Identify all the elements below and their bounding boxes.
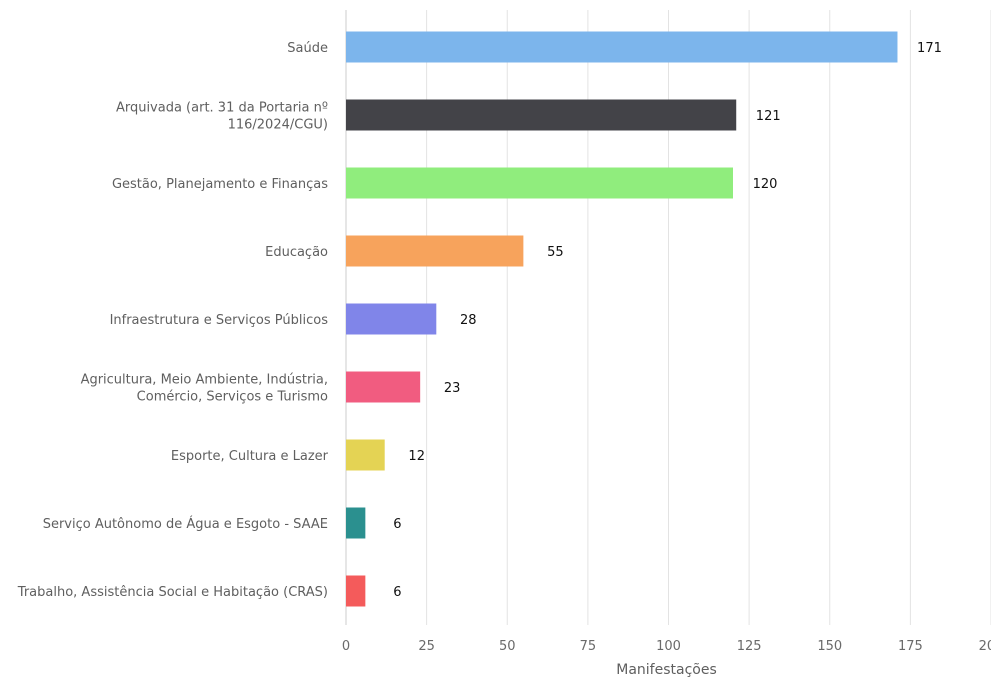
x-tick-label: 125 (737, 639, 762, 654)
category-label: Gestão, Planejamento e Finanças (112, 177, 328, 192)
data-label: 120 (753, 177, 778, 192)
bar[interactable] (346, 575, 366, 607)
bar[interactable] (346, 99, 737, 131)
category-label-line: Saúde (287, 41, 328, 56)
data-label: 55 (547, 245, 564, 260)
x-tick-label: 100 (656, 639, 681, 654)
bars (346, 31, 898, 607)
data-label: 121 (756, 109, 781, 124)
data-label: 23 (444, 381, 461, 396)
bar[interactable] (346, 303, 437, 335)
category-label: Trabalho, Assistência Social e Habitação… (17, 585, 328, 600)
value-labels: 171 121 120 55 28 23 12 6 6 (393, 41, 942, 600)
category-label-line: Infraestrutura e Serviços Públicos (110, 313, 329, 328)
category-label-line: Comércio, Serviços e Turismo (137, 390, 328, 405)
data-label: 6 (393, 517, 401, 532)
category-label: Serviço Autônomo de Água e Esgoto - SAAE (43, 516, 328, 532)
category-label-line: 116/2024/CGU) (228, 118, 328, 133)
bar[interactable] (346, 507, 366, 539)
x-tick-label: 50 (499, 639, 516, 654)
category-labels: Saúde Arquivada (art. 31 da Portaria nº 11… (17, 41, 329, 600)
category-label-line: Agricultura, Meio Ambiente, Indústria, (81, 373, 328, 388)
data-label: 12 (408, 449, 425, 464)
category-label: Arquivada (art. 31 da Portaria nº 116/202… (116, 101, 328, 133)
bar[interactable] (346, 167, 733, 199)
category-label: Infraestrutura e Serviços Públicos (110, 313, 329, 328)
x-tick-label: 175 (898, 639, 923, 654)
bar[interactable] (346, 31, 898, 63)
data-label: 6 (393, 585, 401, 600)
x-tick-label: 200 (979, 639, 991, 654)
x-tick-label: 0 (342, 639, 350, 654)
category-label-line: Esporte, Cultura e Lazer (171, 449, 329, 464)
category-label: Saúde (287, 41, 328, 56)
category-label-line: Educação (265, 245, 328, 260)
category-label: Esporte, Cultura e Lazer (171, 449, 329, 464)
category-label: Educação (265, 245, 328, 260)
bar[interactable] (346, 371, 421, 403)
category-label-line: Serviço Autônomo de Água e Esgoto - SAAE (43, 516, 328, 532)
category-label-line: Gestão, Planejamento e Finanças (112, 177, 328, 192)
x-axis-title: Manifestações (616, 662, 717, 677)
data-label: 171 (917, 41, 942, 56)
x-tick-label: 150 (817, 639, 842, 654)
category-label-line: Trabalho, Assistência Social e Habitação… (17, 585, 328, 600)
x-tick-label: 25 (418, 639, 435, 654)
category-label-line: Arquivada (art. 31 da Portaria nº (116, 101, 328, 116)
data-label: 28 (460, 313, 477, 328)
x-axis-ticks: 0 25 50 75 100 125 150 175 200 (342, 639, 991, 654)
bar[interactable] (346, 439, 385, 471)
category-label: Agricultura, Meio Ambiente, Indústria, Co… (81, 373, 328, 405)
bar[interactable] (346, 235, 524, 267)
x-tick-label: 75 (580, 639, 597, 654)
